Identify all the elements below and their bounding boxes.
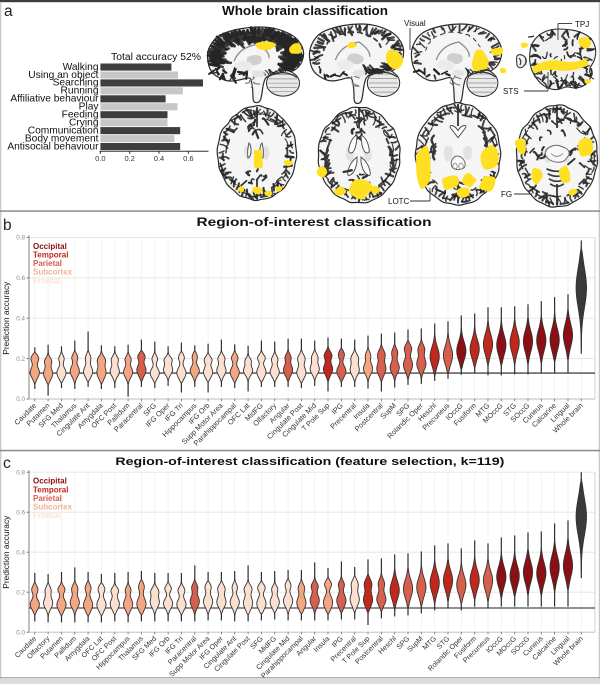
- svg-text:Searching: Searching: [53, 78, 99, 89]
- svg-text:c: c: [3, 455, 11, 472]
- svg-text:Visual: Visual: [404, 19, 426, 28]
- svg-text:STS: STS: [503, 87, 519, 96]
- svg-text:Parietal: Parietal: [33, 259, 62, 268]
- svg-text:Region-of-interest classificat: Region-of-interest classification (featu…: [115, 456, 504, 468]
- svg-text:Prediction accuracy: Prediction accuracy: [1, 515, 11, 589]
- svg-text:Prediction accuracy: Prediction accuracy: [1, 281, 11, 355]
- svg-text:Communication: Communication: [28, 125, 99, 136]
- svg-text:Running: Running: [61, 86, 99, 97]
- svg-text:Frontal: Frontal: [33, 511, 60, 520]
- svg-text:a: a: [4, 3, 13, 20]
- svg-text:Region-of-interest classificat: Region-of-interest classification: [197, 215, 432, 229]
- svg-text:Using an object: Using an object: [28, 70, 98, 81]
- svg-text:0.4: 0.4: [16, 549, 25, 556]
- svg-text:Frontal: Frontal: [33, 276, 60, 285]
- svg-text:0.0: 0.0: [16, 629, 25, 636]
- svg-text:0.6: 0.6: [16, 275, 25, 282]
- svg-text:Total accuracy 52%: Total accuracy 52%: [111, 52, 201, 63]
- svg-text:FG: FG: [501, 190, 512, 199]
- svg-text:Parietal: Parietal: [33, 494, 62, 503]
- svg-text:Antisocial behaviour: Antisocial behaviour: [7, 141, 99, 152]
- svg-text:Whole brain classification: Whole brain classification: [222, 4, 388, 18]
- svg-text:0.0: 0.0: [16, 396, 25, 403]
- svg-text:0.8: 0.8: [16, 469, 25, 476]
- svg-text:TPJ: TPJ: [575, 20, 589, 29]
- svg-text:Temporal: Temporal: [33, 251, 68, 260]
- svg-text:0.4: 0.4: [154, 154, 164, 163]
- svg-text:Crying: Crying: [69, 118, 99, 129]
- svg-text:Occipital: Occipital: [33, 242, 67, 251]
- svg-text:0.2: 0.2: [16, 356, 25, 363]
- svg-text:0.4: 0.4: [16, 315, 25, 322]
- svg-text:b: b: [3, 217, 12, 234]
- svg-text:Walking: Walking: [63, 62, 99, 73]
- svg-text:0.6: 0.6: [16, 509, 25, 516]
- svg-text:0.0: 0.0: [95, 154, 105, 163]
- svg-text:LOTC: LOTC: [388, 197, 410, 206]
- svg-text:Affiliative behaviour: Affiliative behaviour: [10, 94, 99, 105]
- svg-text:Feeding: Feeding: [62, 110, 99, 121]
- svg-text:0.6: 0.6: [183, 154, 193, 163]
- svg-text:0.8: 0.8: [16, 235, 25, 242]
- svg-text:Subcortex: Subcortex: [33, 503, 73, 512]
- svg-text:Play: Play: [79, 102, 100, 113]
- svg-text:0.2: 0.2: [124, 154, 134, 163]
- svg-text:Body movement: Body movement: [25, 133, 99, 144]
- svg-text:Temporal: Temporal: [33, 485, 68, 494]
- svg-text:Subcortex: Subcortex: [33, 268, 73, 277]
- svg-text:0.2: 0.2: [16, 589, 25, 596]
- svg-text:Occipital: Occipital: [33, 477, 67, 486]
